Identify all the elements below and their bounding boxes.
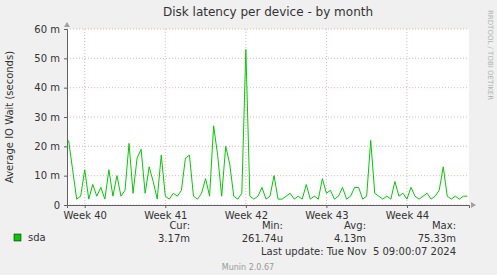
stat-header: Avg: bbox=[344, 220, 366, 231]
y-tick-mark bbox=[64, 58, 67, 59]
grid-line bbox=[67, 175, 469, 176]
footer: Munin 2.0.67 bbox=[222, 263, 274, 272]
grid-line bbox=[67, 146, 469, 147]
y-tick-label: 20 m bbox=[34, 141, 60, 152]
legend-label: sda bbox=[28, 232, 46, 243]
y-tick-mark bbox=[64, 205, 67, 206]
plot-area bbox=[67, 29, 469, 205]
grid bbox=[67, 29, 469, 205]
legend-swatch bbox=[14, 234, 21, 241]
x-tick: Week 40 bbox=[64, 205, 107, 221]
y-axis: 0 10 m 20 m 30 m 40 m 50 m 60 m bbox=[34, 24, 67, 211]
x-tick-label: Week 43 bbox=[305, 210, 348, 221]
y-tick: 60 m bbox=[34, 24, 67, 35]
stat-header: Min: bbox=[262, 220, 283, 231]
y-tick-label: 30 m bbox=[34, 112, 60, 123]
background bbox=[0, 0, 497, 275]
y-axis-line bbox=[64, 30, 68, 206]
y-tick-mark bbox=[64, 29, 67, 30]
y-tick: 50 m bbox=[34, 53, 67, 64]
x-tick-mark bbox=[246, 205, 247, 208]
y-tick-label: 60 m bbox=[34, 24, 60, 35]
x-tick: Week 43 bbox=[305, 205, 348, 221]
y-tick: 10 m bbox=[34, 170, 67, 181]
x-axis-line bbox=[68, 206, 470, 209]
grid-line bbox=[67, 87, 469, 88]
y-tick-label: 50 m bbox=[34, 53, 60, 64]
chart: 010 m20 m30 m40 m50 m60 mWeek 40Week 41W… bbox=[0, 0, 497, 275]
stat-header: Max: bbox=[432, 220, 456, 231]
grid-line bbox=[67, 117, 469, 118]
y-tick: 40 m bbox=[34, 82, 67, 93]
title: Disk latency per device - by month bbox=[163, 5, 373, 19]
grid-line bbox=[165, 29, 166, 205]
x-tick-mark bbox=[85, 205, 86, 208]
x-tick-mark bbox=[407, 205, 408, 208]
x-tick: Week 41 bbox=[144, 205, 187, 221]
y-tick-label: 0 bbox=[54, 200, 60, 211]
x-tick: Week 42 bbox=[225, 205, 268, 221]
grid-line bbox=[326, 29, 327, 205]
last-update: Last update: Tue Nov 5 09:00:07 2024 bbox=[261, 246, 456, 257]
y-tick: 30 m bbox=[34, 112, 67, 123]
x-tick-label: Week 44 bbox=[386, 210, 429, 221]
y-tick-mark bbox=[64, 88, 67, 89]
y-tick-mark bbox=[64, 146, 67, 147]
x-tick-mark bbox=[326, 205, 327, 208]
grid-line bbox=[406, 29, 407, 205]
legend: sda Cur: 3.17m Min: 261.74u Avg: 4.13m Max: 75.3… bbox=[14, 220, 456, 244]
watermark: RRDTOOL / TOBI OETIKER bbox=[486, 10, 494, 100]
grid-line bbox=[84, 29, 85, 205]
y-axis-title: Average IO Wait (seconds) bbox=[4, 51, 15, 183]
stat-value: 3.17m bbox=[158, 233, 190, 244]
y-tick-mark bbox=[64, 176, 67, 177]
x-tick-label: Week 40 bbox=[64, 210, 107, 221]
stat-value: 261.74u bbox=[242, 233, 283, 244]
y-tick: 0 bbox=[54, 200, 67, 211]
x-axis: Week 40 Week 41 Week 42 Week 43 Week 44 bbox=[64, 205, 470, 221]
y-tick-mark bbox=[64, 117, 67, 118]
y-tick-label: 40 m bbox=[34, 82, 60, 93]
grid-line bbox=[67, 58, 469, 59]
grid-line bbox=[67, 29, 469, 30]
x-tick: Week 44 bbox=[386, 205, 429, 221]
y-axis-arrow bbox=[64, 22, 70, 27]
stat-value: 75.33m bbox=[418, 233, 456, 244]
stat-value: 4.13m bbox=[334, 233, 366, 244]
y-tick-label: 10 m bbox=[34, 170, 60, 181]
data-line bbox=[69, 50, 468, 200]
plot-marks bbox=[69, 50, 468, 200]
x-tick-mark bbox=[165, 205, 166, 208]
stat-header: Cur: bbox=[169, 220, 190, 231]
y-tick: 20 m bbox=[34, 141, 67, 152]
x-axis-arrow bbox=[471, 202, 476, 208]
